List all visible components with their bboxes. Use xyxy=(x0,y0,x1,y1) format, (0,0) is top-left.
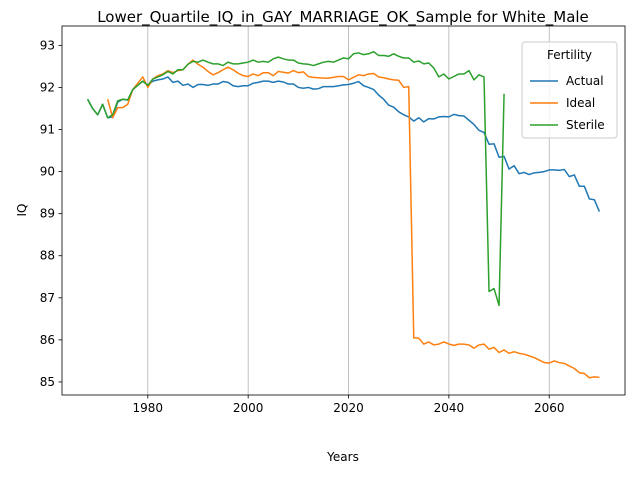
y-tick-label: 89 xyxy=(40,207,55,221)
y-tick-label: 92 xyxy=(40,80,55,94)
x-tick-label: 2020 xyxy=(333,401,364,415)
x-tick-label: 2000 xyxy=(233,401,264,415)
y-axis-label: IQ xyxy=(15,204,29,217)
y-tick-label: 86 xyxy=(40,333,55,347)
legend-label: Actual xyxy=(566,74,604,88)
y-tick-label: 87 xyxy=(40,291,55,305)
y-tick-label: 91 xyxy=(40,123,55,137)
plot-frame xyxy=(61,25,626,396)
y-tick-label: 85 xyxy=(40,375,55,389)
series-line xyxy=(86,76,601,212)
x-tick-label: 2060 xyxy=(534,401,565,415)
x-axis-label: Years xyxy=(326,450,359,464)
legend-label: Ideal xyxy=(566,96,595,110)
chart-title: Lower_Quartile_IQ_in_GAY_MARRIAGE_OK_Sam… xyxy=(97,8,589,27)
y-tick-label: 88 xyxy=(40,249,55,263)
x-tick-label: 2040 xyxy=(434,401,465,415)
legend-label: Sterile xyxy=(566,118,605,132)
legend-title: Fertility xyxy=(547,48,592,62)
series-line xyxy=(86,50,505,307)
legend-box xyxy=(521,41,618,139)
y-tick-label: 90 xyxy=(40,165,55,179)
x-tick-label: 1980 xyxy=(133,401,164,415)
y-tick-label: 93 xyxy=(40,38,55,52)
